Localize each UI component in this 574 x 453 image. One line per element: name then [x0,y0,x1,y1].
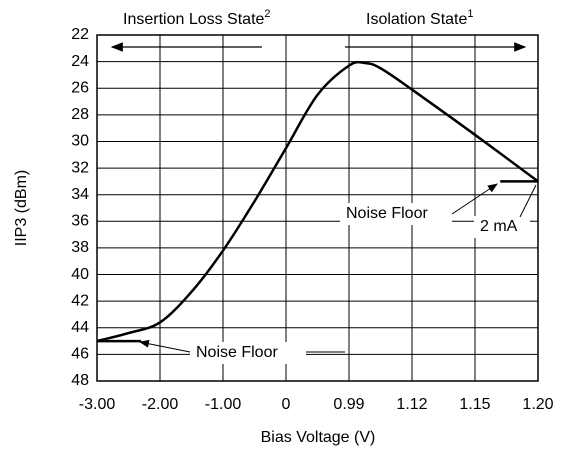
y-tick-label: 40 [71,266,89,283]
annotation: Insertion Loss State2 [123,8,271,28]
y-tick-label: 34 [71,186,89,203]
line [96,60,539,343]
y-tick-label: 36 [71,213,89,230]
annotation: Noise Floor [346,205,428,222]
x-axis-label: Bias Voltage (V) [261,429,376,446]
x-tick-label: -1.00 [205,396,242,413]
y-tick-label: 26 [71,79,89,96]
y-tick-label: 28 [71,106,89,123]
label-bg [340,203,452,225]
plot-frame [96,34,539,382]
annotation: Isolation State1 [366,8,474,28]
leader [451,183,498,215]
y-tick-label: 22 [71,26,89,43]
y-tick-label: 44 [71,319,89,336]
x-tick-label: 0 [282,396,291,413]
y-tick-label: 32 [71,159,89,176]
y-tick-label: 48 [71,372,89,389]
y-tick-label: 30 [71,133,89,150]
annotation: 2 mA [480,218,518,235]
x-tick-label: 1.12 [396,396,427,413]
leader [519,184,537,218]
y-tick-label: 24 [71,53,89,70]
x-tick-label: 0.99 [333,396,364,413]
y-tick-label: 38 [71,239,89,256]
annotation: Noise Floor [196,344,278,361]
x-tick-label: -2.00 [142,396,179,413]
x-tick-label: 1.20 [522,396,553,413]
label-bg [190,342,306,364]
y-tick-label: 46 [71,346,89,363]
y-axis-label: IIP3 (dBm) [13,170,30,246]
x-tick-label: 1.15 [459,396,490,413]
x-tick-label: -3.00 [79,396,116,413]
label-bg [474,216,530,238]
y-tick-label: 42 [71,292,89,309]
leader [139,339,191,353]
